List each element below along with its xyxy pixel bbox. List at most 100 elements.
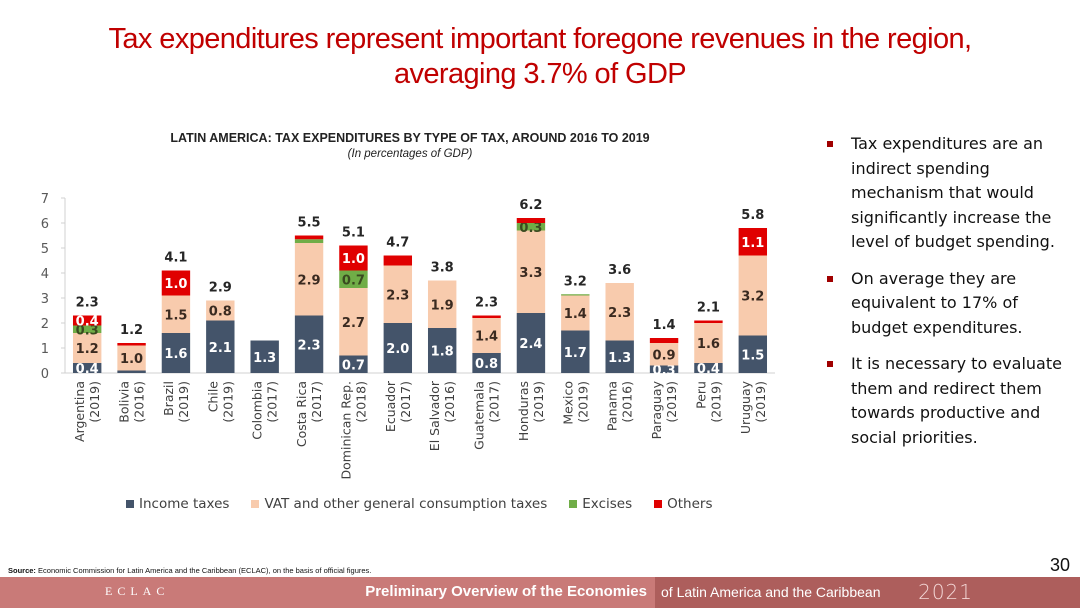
bar-segment-income (649, 365, 679, 373)
bar-segment-others (694, 320, 723, 323)
data-label-vat: 1.9 (431, 298, 454, 313)
bar-segment-vat (294, 243, 324, 316)
data-label-income: 0.7 (342, 358, 365, 373)
x-tick-label: Panama (2016) (605, 381, 635, 431)
bar-segment-income (516, 313, 546, 373)
data-label-income: 2.3 (298, 338, 321, 353)
total-label: 3.2 (564, 274, 587, 289)
data-label-vat: 1.2 (76, 342, 99, 357)
footer-main-text: Preliminary Overview of the Economies (365, 583, 647, 600)
bar-segment-excises (561, 294, 590, 296)
x-tick-country: Colombia (250, 381, 265, 440)
total-label: 3.8 (431, 261, 454, 276)
total-label: 5.1 (342, 226, 365, 241)
x-tick-label: Colombia (2017) (250, 381, 280, 440)
data-label-income: 1.5 (741, 348, 764, 363)
x-tick-label: Brazil (2019) (161, 381, 191, 423)
bullet-item: On average they are equivalent to 17% of… (826, 267, 1066, 341)
square-bullet-icon (827, 141, 833, 147)
bar-segment-income (117, 370, 146, 373)
footer-year: 2021 (918, 580, 973, 604)
data-label-others: 0.4 (76, 315, 99, 330)
x-tick-year: (2019) (664, 381, 679, 423)
bar-segment-income (605, 340, 634, 373)
chart-legend: Income taxes VAT and other general consu… (126, 496, 712, 512)
legend-item-others: Others (654, 496, 712, 512)
x-tick-year: (2019) (220, 381, 235, 423)
bar-segment-vat (161, 295, 191, 333)
bar-segment-income (427, 328, 457, 373)
x-tick-country: Ecuador (383, 380, 398, 432)
x-tick-label: Chile (2019) (205, 381, 235, 423)
chart-title: LATIN AMERICA: TAX EXPENDITURES BY TYPE … (170, 131, 650, 145)
data-label-income: 2.0 (386, 342, 409, 357)
data-label-excises: 0.3 (76, 323, 99, 338)
data-label-income: 1.8 (431, 345, 454, 360)
bar-segment-others (294, 235, 324, 240)
bullet-text: On average they are equivalent to 17% of… (851, 268, 1023, 337)
bullet-list: Tax expenditures are an indirect spendin… (826, 132, 1066, 462)
bar-segment-vat (206, 300, 235, 321)
total-label: 1.2 (120, 323, 143, 338)
legend-label-vat: VAT and other general consumption taxes (264, 496, 548, 512)
data-label-vat: 2.3 (386, 288, 409, 303)
bar-segment-income (250, 340, 279, 373)
legend-label-others: Others (667, 496, 713, 512)
bar-segment-vat (649, 343, 679, 366)
data-label-income: 0.4 (697, 362, 720, 377)
x-tick-country: Costa Rica (294, 381, 309, 447)
bar-segment-vat (472, 318, 501, 353)
bullet-text: It is necessary to evaluate them and red… (851, 354, 1062, 447)
bar-segment-income (339, 355, 368, 373)
chart-subtitle: (In percentages of GDP) (347, 148, 473, 160)
x-tick-label: El Salvador (2016) (427, 380, 457, 451)
y-tick-label: 0 (41, 367, 49, 382)
bar-segment-income (561, 330, 590, 373)
x-tick-country: Paraguay (649, 380, 664, 439)
source-label: Source: (8, 566, 36, 575)
x-tick-country: Honduras (516, 381, 531, 441)
total-label: 2.1 (697, 301, 720, 316)
data-label-vat: 1.4 (564, 307, 587, 322)
total-label: 2.3 (76, 296, 99, 311)
x-tick-country: Bolivia (117, 381, 132, 423)
total-label: 5.8 (741, 208, 764, 223)
x-tick-label: Bolivia (2016) (117, 381, 147, 423)
data-label-income: 1.3 (608, 351, 631, 366)
bullet-item: It is necessary to evaluate them and red… (826, 352, 1066, 450)
x-tick-country: Argentina (72, 381, 87, 442)
bar-segment-vat (339, 288, 368, 356)
data-label-vat: 0.8 (209, 305, 232, 320)
legend-item-excises: Excises (569, 496, 632, 512)
data-label-vat: 1.6 (697, 337, 720, 352)
data-label-vat: 1.4 (475, 330, 498, 345)
total-label: 3.6 (608, 263, 631, 278)
x-tick-year: (2019) (575, 381, 590, 423)
total-label: 4.1 (164, 251, 187, 266)
footer-sub-text: of Latin America and the Caribbean (661, 584, 881, 600)
bar-segment-others (161, 270, 191, 296)
data-label-others: 1.1 (741, 236, 764, 251)
y-tick-label: 1 (41, 342, 49, 357)
bar-segment-vat (605, 283, 634, 341)
data-label-income: 1.7 (564, 346, 587, 361)
y-tick-label: 2 (41, 317, 49, 332)
x-tick-year: (2019) (708, 381, 723, 423)
source-note: Source: Economic Commission for Latin Am… (8, 566, 371, 575)
x-tick-country: Dominican Rep. (338, 381, 353, 479)
x-tick-year: (2017) (265, 381, 280, 423)
bar-segment-vat (383, 265, 413, 323)
data-label-others: 1.0 (164, 277, 187, 292)
bar-segment-excises (294, 239, 324, 243)
x-tick-year: (2016) (620, 381, 635, 423)
bar-segment-others (738, 228, 768, 256)
x-tick-country: Chile (205, 381, 220, 413)
page-number: 30 (1049, 555, 1070, 575)
legend-swatch-income (126, 500, 134, 508)
y-tick-label: 3 (41, 292, 49, 307)
x-tick-label: Dominican Rep. (2018) (338, 381, 368, 479)
bullet-item: Tax expenditures are an indirect spendin… (826, 132, 1066, 255)
bar-segment-income (206, 320, 235, 373)
data-label-vat: 3.3 (519, 266, 542, 281)
